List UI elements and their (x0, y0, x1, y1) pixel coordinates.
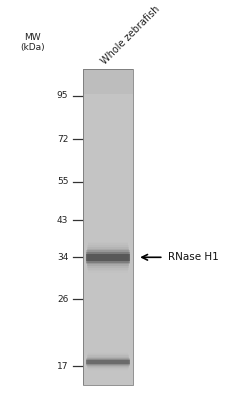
Bar (88, 242, 128, 273)
Text: 26: 26 (57, 295, 68, 304)
Bar (87, 356, 129, 367)
Text: RNase H1: RNase H1 (168, 252, 218, 262)
Bar (86, 358, 130, 366)
Bar (86, 252, 130, 262)
Text: MW
(kDa): MW (kDa) (20, 32, 45, 52)
Text: 95: 95 (57, 91, 68, 100)
Text: 34: 34 (57, 253, 68, 262)
Bar (88, 243, 128, 271)
Text: 17: 17 (57, 362, 68, 371)
Bar (86, 360, 130, 364)
Bar (87, 356, 129, 368)
Bar (83, 70, 133, 385)
Text: 55: 55 (57, 177, 68, 186)
Bar (86, 254, 130, 261)
Bar (86, 250, 130, 264)
Text: Whole zebrafish: Whole zebrafish (100, 4, 162, 66)
Bar (87, 247, 129, 268)
Bar (87, 354, 128, 369)
Text: 43: 43 (57, 216, 68, 225)
Bar (83, 70, 133, 385)
Bar (86, 359, 130, 365)
Bar (88, 352, 128, 371)
Bar (87, 245, 128, 270)
Bar (88, 353, 128, 370)
Bar (83, 70, 133, 94)
Text: 72: 72 (57, 135, 68, 144)
Bar (87, 248, 129, 266)
